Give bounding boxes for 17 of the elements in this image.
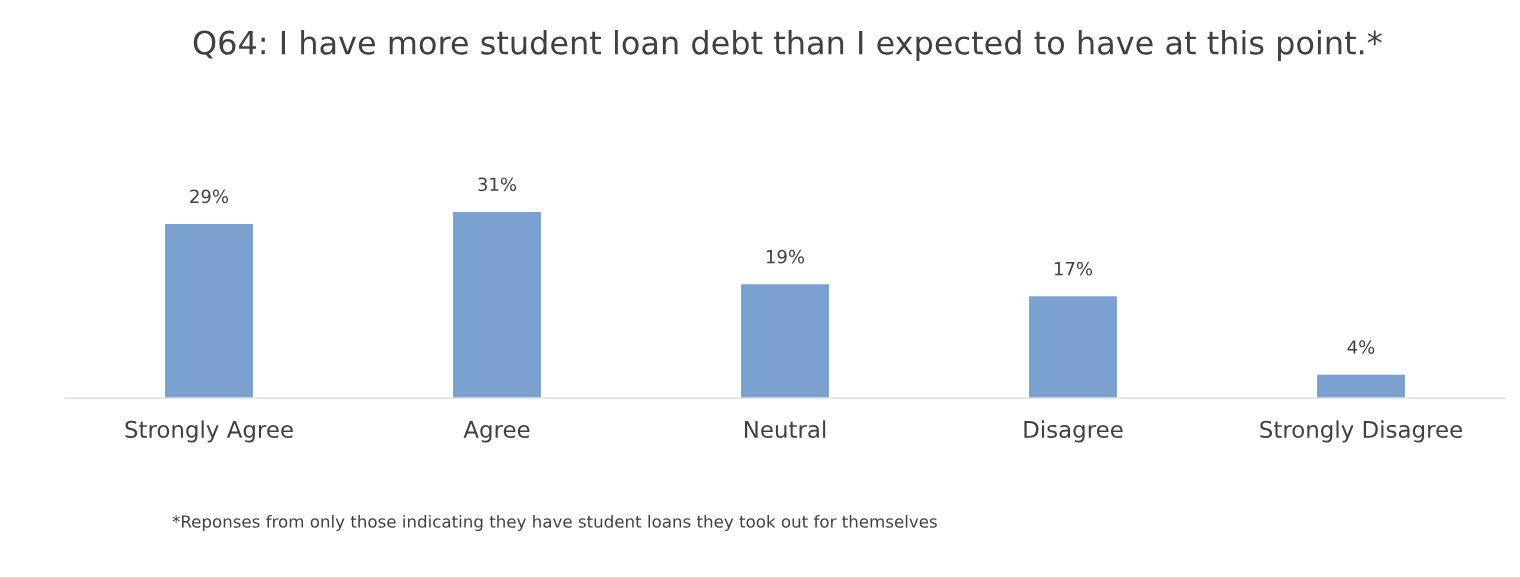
bar — [1027, 294, 1119, 399]
x-tick-label: Disagree — [1024, 420, 1123, 443]
x-tick-label: Strongly Agree — [125, 420, 293, 443]
data-label: 31% — [478, 177, 517, 192]
data-label: 4% — [1347, 340, 1375, 354]
bar — [1315, 373, 1407, 399]
bar — [739, 282, 831, 399]
data-label: 17% — [1054, 261, 1093, 276]
x-tick-label: Strongly Disagree — [1260, 420, 1462, 443]
bar — [163, 222, 255, 399]
data-label: 29% — [190, 189, 229, 204]
x-tick-label: Agree — [463, 421, 530, 443]
chart-title: Q64: I have more student loan debt than I expected to have at this point.* — [193, 30, 1382, 61]
text: *Reponses from only those indicating they have student loans they took out for themselves — [172, 514, 937, 532]
data-label: 19% — [766, 249, 805, 264]
bar — [451, 210, 543, 399]
x-tick-label: Neutral — [744, 420, 826, 439]
